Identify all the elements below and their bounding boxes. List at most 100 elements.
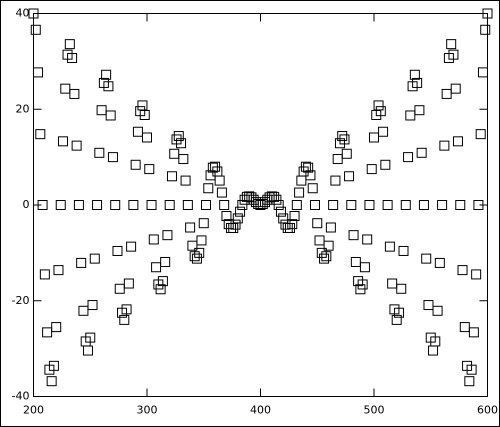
marker xyxy=(309,200,320,210)
marker xyxy=(123,278,134,289)
marker xyxy=(39,269,50,280)
y-tick-label: 0 xyxy=(23,198,30,211)
marker xyxy=(378,126,389,137)
marker xyxy=(278,213,289,224)
marker xyxy=(387,278,398,289)
marker xyxy=(96,105,107,116)
marker xyxy=(160,256,171,267)
marker xyxy=(357,279,368,290)
marker xyxy=(64,39,75,50)
marker xyxy=(448,49,459,60)
marker xyxy=(55,200,66,210)
marker xyxy=(46,376,57,387)
marker xyxy=(130,159,141,170)
marker xyxy=(325,222,336,233)
marker xyxy=(67,53,78,64)
marker xyxy=(219,200,230,210)
marker xyxy=(303,162,314,173)
marker xyxy=(110,200,121,210)
marker xyxy=(87,300,98,311)
marker xyxy=(76,257,87,268)
y-tick-label: 40 xyxy=(16,7,30,20)
marker xyxy=(314,235,325,246)
marker xyxy=(294,187,305,198)
marker xyxy=(194,247,205,258)
marker xyxy=(180,175,191,186)
marker xyxy=(364,200,375,210)
marker xyxy=(71,140,82,151)
marker xyxy=(92,200,103,210)
marker xyxy=(112,245,123,256)
marker xyxy=(468,327,479,338)
marker xyxy=(198,218,209,229)
marker xyxy=(430,336,441,347)
marker xyxy=(403,152,414,163)
marker xyxy=(78,305,89,316)
marker xyxy=(321,251,332,262)
marker xyxy=(475,129,486,140)
marker xyxy=(471,269,482,280)
marker xyxy=(384,241,395,252)
marker xyxy=(232,213,243,224)
marker xyxy=(203,183,214,194)
marker xyxy=(273,200,284,210)
marker xyxy=(380,159,391,170)
marker xyxy=(423,300,434,311)
marker xyxy=(291,200,302,210)
marker xyxy=(323,240,334,251)
marker xyxy=(319,253,330,264)
marker xyxy=(362,234,373,245)
marker xyxy=(35,129,46,140)
marker xyxy=(418,200,429,210)
marker xyxy=(58,136,69,147)
marker xyxy=(393,307,404,318)
y-tick-label: -40 xyxy=(12,390,30,403)
marker xyxy=(33,67,44,78)
marker xyxy=(101,69,112,80)
marker xyxy=(53,265,64,276)
marker xyxy=(287,219,298,230)
marker xyxy=(89,253,100,264)
marker xyxy=(169,148,180,159)
marker xyxy=(173,131,184,142)
marker xyxy=(432,305,443,316)
marker xyxy=(157,276,168,287)
marker xyxy=(414,105,425,116)
marker xyxy=(126,241,137,252)
marker xyxy=(441,88,452,99)
marker xyxy=(214,175,225,186)
marker xyxy=(162,230,173,241)
marker xyxy=(457,265,468,276)
x-tick-label: 600 xyxy=(477,404,498,417)
marker xyxy=(144,164,155,175)
marker xyxy=(69,88,80,99)
marker xyxy=(37,200,48,210)
marker xyxy=(94,147,105,158)
marker xyxy=(275,206,286,217)
marker xyxy=(30,24,41,35)
marker xyxy=(176,138,187,149)
marker xyxy=(466,364,477,375)
marker xyxy=(132,126,143,137)
x-tick-label: 300 xyxy=(137,404,158,417)
x-tick-label: 200 xyxy=(23,404,44,417)
y-tick-label: -20 xyxy=(12,294,30,307)
marker xyxy=(28,8,39,19)
marker xyxy=(119,314,130,325)
marker xyxy=(166,171,177,182)
marker xyxy=(60,83,71,94)
marker xyxy=(148,234,159,245)
marker xyxy=(42,327,53,338)
marker xyxy=(271,194,282,205)
marker xyxy=(382,200,393,210)
marker xyxy=(221,211,232,222)
marker xyxy=(391,314,402,325)
marker xyxy=(330,175,341,186)
marker xyxy=(434,257,445,268)
marker xyxy=(477,67,488,78)
marker xyxy=(373,100,384,111)
marker xyxy=(412,77,423,88)
marker xyxy=(151,262,162,273)
